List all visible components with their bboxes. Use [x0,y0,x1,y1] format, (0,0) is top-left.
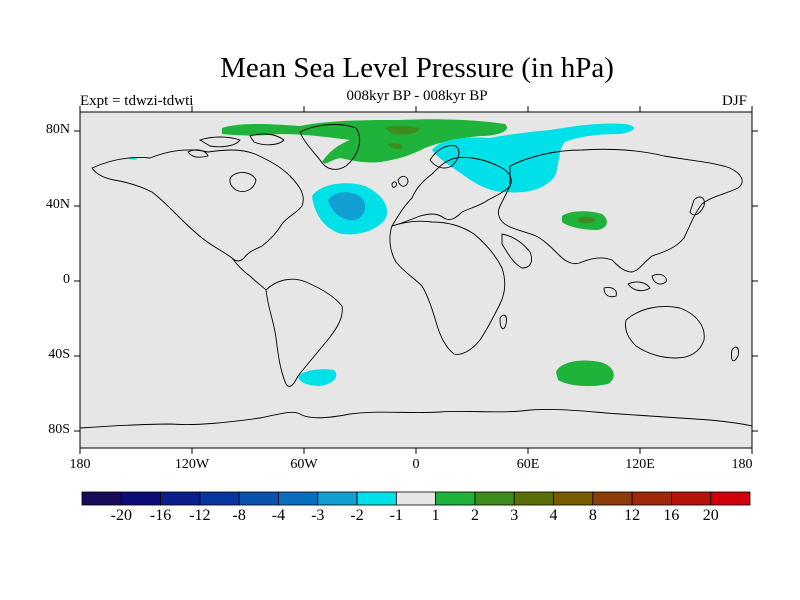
colorbar-label-14: 16 [663,507,680,524]
south-america-coast [265,278,343,387]
colorbar-label-9: 2 [470,507,479,524]
japan-coast [689,196,705,216]
colorbar-swatch-10 [474,491,515,506]
lon-label-60e: 60E [516,457,540,472]
colorbar-swatch-15 [671,491,712,506]
lon-label-120e: 120E [625,457,655,472]
eurasia-negative-anomaly [432,123,635,193]
colorbar-label-13: 12 [624,507,641,524]
season-label: DJF [722,93,748,109]
scandinavia-coast [429,145,460,169]
anomaly-contours [128,119,635,387]
lon-ticks [79,106,753,454]
madagascar-coast [499,314,507,330]
north-america-coast [91,149,304,262]
colorbar-label-0: -20 [110,507,132,524]
colorbar-swatch-0 [81,491,122,506]
colorbar-swatch-16 [710,491,751,506]
coastlines [80,124,752,429]
asia-mid-anomaly [578,216,596,224]
colorbar-label-1: -16 [149,507,172,524]
lat-label-40s: 40S [48,347,70,362]
colorbar-label-10: 3 [510,507,519,524]
period-label: 008kyr BP - 008kyr BP [346,88,488,104]
arctic-positive-anomaly [222,119,508,164]
colorbar-label-6: -2 [350,507,364,524]
colorbar-swatch-4 [238,491,279,506]
colorbar-label-12: 8 [588,507,597,524]
british-isles-coast [391,175,409,188]
antarctica-coast [80,409,752,429]
colorbar-label-8: 1 [431,507,440,524]
colorbar-label-2: -12 [189,507,211,524]
arabia-coast [501,233,533,269]
arctic-mid-anomaly [385,125,420,149]
colorbar-swatch-12 [553,491,594,506]
arctic-islands [187,133,285,158]
central-america-coast [231,257,267,291]
africa-coast [389,220,506,355]
lon-label-60w: 60W [290,457,318,472]
southeast-asia-islands [603,273,667,298]
colorbar-label-15: 20 [702,507,719,524]
lat-label-40n: 40N [45,197,70,212]
colorbar-swatch-9 [435,491,476,506]
colorbar-swatch-11 [513,491,554,506]
colorbar-swatch-13 [592,491,633,506]
colorbar-label-5: -3 [311,507,325,524]
colorbar-swatch-2 [160,491,201,506]
colorbar-swatch-6 [317,491,358,506]
lon-label-180e: 180 [731,457,753,472]
colorbar-label-4: -4 [271,507,286,524]
australia-coast [625,306,705,359]
asia-coast [497,148,743,273]
new-zealand-coast [731,346,739,362]
lat-label-80n: 80N [45,122,70,137]
colorbar-swatch-8 [395,491,437,506]
experiment-label: Expt = tdwzi-tdwti [80,93,194,109]
colorbar [81,491,751,506]
colorbar-swatch-1 [120,491,161,506]
lon-label-180w: 180 [69,457,91,472]
colorbar-label-7: -1 [389,507,403,524]
colorbar-swatch-5 [278,491,319,506]
lon-label-120w: 120W [174,457,210,472]
colorbar-label-11: 4 [549,507,558,524]
colorbar-swatch-7 [356,491,397,506]
colorbar-swatch-14 [631,491,672,506]
greenland-coast [299,124,360,170]
map-title: Mean Sea Level Pressure (in hPa) [220,52,614,84]
southern-indian-positive [556,360,614,387]
colorbar-label-3: -8 [232,507,246,524]
lat-label-0: 0 [63,272,70,287]
lon-label-0: 0 [412,457,420,472]
colorbar-swatch-3 [199,491,240,506]
hudson-bay-coast [229,172,257,192]
south-atlantic-negative [298,369,337,386]
atlantic-core-anomaly [328,192,366,221]
lat-label-80s: 80S [48,422,70,437]
lat-ticks [74,130,758,432]
